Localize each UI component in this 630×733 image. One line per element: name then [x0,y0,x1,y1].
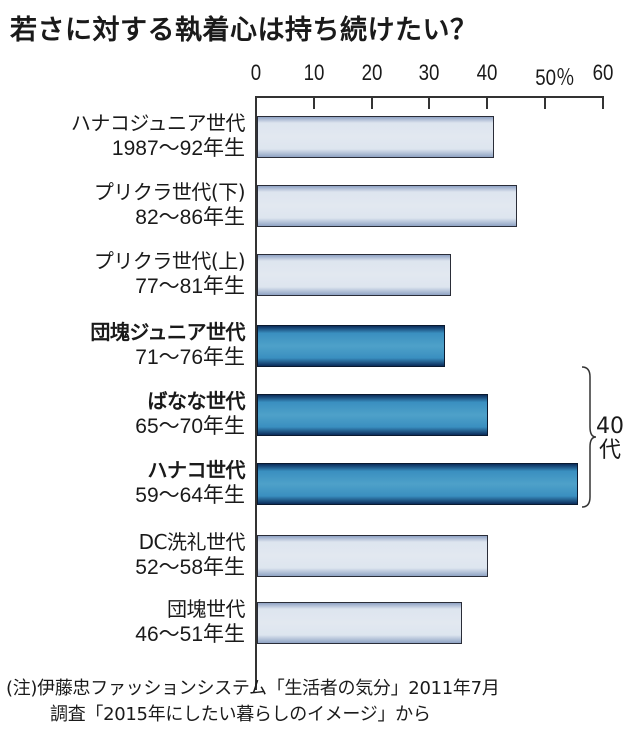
brace-label: 40 代 [596,415,624,463]
bar [257,463,578,505]
birth-years: 46～51年生 [135,623,245,646]
generation-name: ハナコ世代 [147,458,246,482]
x-axis-line [255,96,602,98]
x-tick-mark [370,96,373,109]
x-tick-mark [312,96,315,109]
bar [257,602,463,644]
x-tick-label: 60 [592,60,614,85]
generation-name: DC洗礼世代 [138,530,246,554]
bar [257,116,494,158]
x-tick-label: 20 [361,60,382,85]
brace-icon [581,366,597,508]
chart-title: 若さに対する執着心は持ち続けたい？ [10,15,478,46]
bar [257,325,445,367]
generation-name: 団塊ジュニア世代 [90,320,245,344]
category-label: プリクラ世代(下) 82～86年生 [93,179,246,231]
x-tick-label: 0 [250,60,262,85]
category-label: ばなな世代 65～70年生 [135,388,245,440]
bar [257,394,489,436]
birth-years: 59～64年生 [135,484,245,507]
birth-years: 82～86年生 [135,206,245,229]
generation-name: プリクラ世代(下) [93,180,246,204]
generation-name: ばなな世代 [147,389,246,413]
x-tick-mark [544,96,546,109]
birth-years: 71～76年生 [135,346,245,369]
category-label: DC洗礼世代 52～58年生 [135,529,245,581]
category-label: 団塊世代 46～51年生 [135,596,245,648]
brace-label-dai: 代 [598,438,621,463]
birth-years: 1987～92年生 [111,137,245,160]
x-tick-mark [601,96,604,109]
x-tick-label: 10 [303,60,325,85]
x-tick-label: 50％ [535,65,575,90]
category-label: ハナコジュニア世代 1987～92年生 [70,110,246,162]
y-axis-line [255,96,257,690]
category-label: 団塊ジュニア世代 71～76年生 [90,319,245,371]
bar [257,535,489,577]
category-label: ハナコ世代 59～64年生 [135,457,245,509]
bar [257,254,451,296]
bar [257,185,518,227]
note-line-2: 調査「2015年にしたい暮らしのイメージ」から [50,704,431,725]
birth-years: 77～81年生 [135,275,245,298]
generation-name: ハナコジュニア世代 [70,111,246,135]
category-label: プリクラ世代(上) 77～81年生 [93,248,246,300]
generation-name: 団塊世代 [167,597,245,621]
birth-years: 52～58年生 [135,556,245,579]
note-line-1: (注)伊藤忠ファッションシステム「生活者の気分」2011年7月 [6,678,500,699]
generation-name: プリクラ世代(上) [93,249,246,273]
birth-years: 65～70年生 [135,415,245,438]
source-note: (注)伊藤忠ファッションシステム「生活者の気分」2011年7月 調査「2015年… [6,676,500,728]
x-tick-mark [486,96,489,109]
x-tick-label: 40 [476,60,498,85]
x-tick-label: 30 [418,60,440,85]
x-tick-mark [428,96,431,109]
brace-label-age: 40 [596,414,624,439]
